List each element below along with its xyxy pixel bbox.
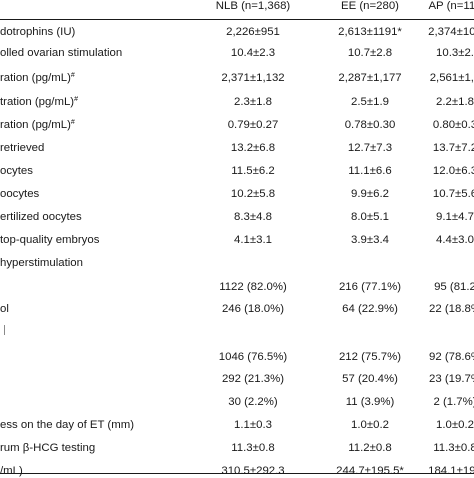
row-label: top-quality embryos bbox=[0, 234, 100, 246]
table-cell: 2,287±1,177 bbox=[338, 72, 402, 84]
row-label: olled ovarian stimulation bbox=[0, 47, 123, 59]
row-label-footnote-mark: # bbox=[70, 119, 75, 126]
table-cell: 10.3±2. bbox=[436, 47, 474, 59]
table-cell: 1.0±0.2 bbox=[436, 419, 474, 431]
table-cell: 184.1±194 bbox=[428, 465, 474, 477]
table-cell: 10.2±5.8 bbox=[230, 188, 276, 200]
table-cell: 2.5±1.9 bbox=[351, 96, 389, 108]
table-cell: 92 (78.6% bbox=[429, 351, 474, 363]
table-cell: 13.2±6.8 bbox=[230, 142, 276, 154]
table-cell: 246 (18.0%) bbox=[221, 303, 285, 315]
table-cell: 22 (18.8% bbox=[429, 303, 474, 315]
table-cell: 9.1±4.7 bbox=[436, 211, 474, 223]
table-cell: 4.1±3.1 bbox=[234, 234, 272, 246]
table-cell: 11.2±0.8 bbox=[348, 442, 392, 454]
table-cell: 2,613±1191* bbox=[338, 26, 402, 38]
column-header-ee: EE (n=280) bbox=[341, 0, 399, 12]
table-cell: 216 (77.1%) bbox=[338, 281, 402, 293]
table-cell: 2,226±951 bbox=[226, 26, 280, 38]
table-cell: 2,371±1,132 bbox=[221, 72, 285, 84]
table-cell: 12.7±7.3 bbox=[347, 142, 393, 154]
table-cell: 292 (21.3%) bbox=[221, 373, 285, 385]
row-label: tration (pg/mL)# bbox=[0, 96, 78, 108]
table-cell: 11.1±6.6 bbox=[348, 165, 392, 177]
table-cell: 11 (3.9%) bbox=[345, 396, 395, 408]
table-cell: 12.0±6.3 bbox=[432, 165, 474, 177]
table-cell: 11.3±0.8 bbox=[231, 442, 275, 454]
table-cell: 2.3±1.8 bbox=[234, 96, 272, 108]
row-label: rum β-HCG testing bbox=[0, 442, 96, 454]
table-cell: 9.9±6.2 bbox=[351, 188, 389, 200]
table-cell: 0.80±0.3 bbox=[432, 119, 474, 131]
table-cell: 2,374±102 bbox=[428, 26, 474, 38]
row-label: retrieved bbox=[0, 142, 45, 154]
table-cell: 11.5±6.2 bbox=[231, 165, 275, 177]
table-cell: 1.0±0.2 bbox=[351, 419, 389, 431]
row-label: ertilized oocytes bbox=[0, 211, 82, 223]
table-cell: 2 (1.7%) bbox=[433, 396, 474, 408]
table-cell: 0.79±0.27 bbox=[227, 119, 279, 131]
row-label: ocytes bbox=[0, 165, 33, 177]
table-cell: 11.3±0.8 bbox=[433, 442, 474, 454]
table-cell: 3.9±3.4 bbox=[351, 234, 389, 246]
row-label: ration (pg/mL)# bbox=[0, 119, 75, 131]
row-label: hyperstimulation bbox=[0, 257, 83, 269]
table-cell: 1.1±0.3 bbox=[234, 419, 272, 431]
table-cell: 4.4±3.0 bbox=[436, 234, 474, 246]
table-cell: 64 (22.9%) bbox=[342, 303, 398, 315]
row-label: oocytes bbox=[0, 188, 40, 200]
column-header-nlb: NLB (n=1,368) bbox=[215, 0, 291, 12]
table-cell: 13.7±7.2 bbox=[432, 142, 474, 154]
row-label: dotrophins (IU) bbox=[0, 26, 76, 38]
table-cell: 2.2±1.8 bbox=[436, 96, 474, 108]
table-cell: 10.4±2.3 bbox=[230, 47, 276, 59]
header-rule bbox=[0, 19, 474, 20]
table-cell: 95 (81.2 bbox=[434, 281, 474, 293]
row-marker-bar bbox=[4, 325, 5, 335]
table-cell: 310.5±292.3 bbox=[221, 465, 285, 477]
row-label: ration (pg/mL)# bbox=[0, 72, 75, 84]
table-cell: 8.0±5.1 bbox=[351, 211, 389, 223]
row-label: /mL) bbox=[0, 465, 23, 477]
table-cell: 10.7±5.6 bbox=[432, 188, 474, 200]
row-label-footnote-mark: # bbox=[70, 72, 75, 79]
table-cell: 1122 (82.0%) bbox=[219, 281, 287, 293]
table-cell: 212 (75.7%) bbox=[338, 351, 402, 363]
table-cell: 10.7±2.8 bbox=[347, 47, 393, 59]
table-cell: 1046 (76.5%) bbox=[218, 351, 288, 363]
row-label-footnote-mark: # bbox=[74, 96, 78, 103]
table-cell: 23 (19.7% bbox=[429, 373, 474, 385]
row-label: ess on the day of ET (mm) bbox=[0, 419, 134, 431]
table-cell: 0.78±0.30 bbox=[344, 119, 396, 131]
table-cell: 30 (2.2%) bbox=[228, 396, 278, 408]
row-label: ol bbox=[0, 303, 9, 315]
table-cell: 244.7±195.5* bbox=[336, 465, 404, 477]
table-cell: 57 (20.4%) bbox=[342, 373, 398, 385]
column-header-ap: AP (n=117 bbox=[428, 0, 474, 12]
table-cell: 8.3±4.8 bbox=[234, 211, 272, 223]
table-cell: 2,561±1,7 bbox=[429, 72, 474, 84]
